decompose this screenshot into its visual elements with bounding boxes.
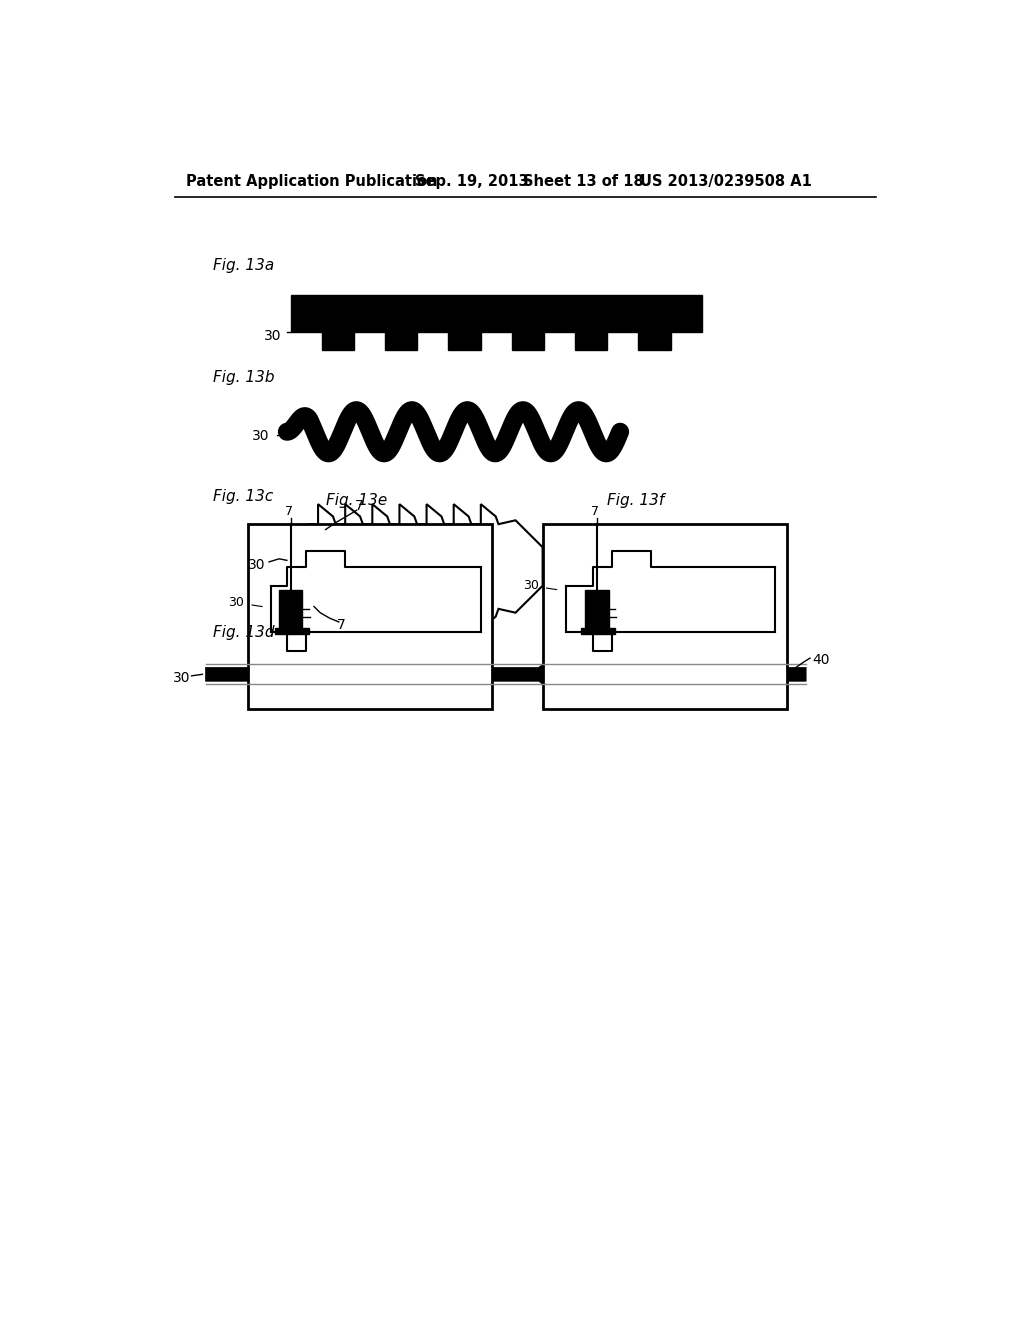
Bar [543, 524, 786, 709]
Text: 30: 30 [252, 429, 269, 442]
Text: 30: 30 [523, 579, 539, 593]
Polygon shape [574, 331, 607, 350]
Text: 7: 7 [337, 618, 346, 632]
Polygon shape [582, 628, 614, 635]
Text: Fig. 13a: Fig. 13a [213, 257, 274, 273]
Text: Sep. 19, 2013: Sep. 19, 2013 [415, 174, 528, 189]
Bar [248, 524, 493, 709]
Polygon shape [275, 628, 308, 635]
Polygon shape [512, 331, 544, 350]
Text: 7: 7 [355, 499, 364, 513]
Polygon shape [638, 331, 671, 350]
Text: 30: 30 [173, 671, 190, 685]
Text: Sheet 13 of 18: Sheet 13 of 18 [523, 174, 644, 189]
Text: 30: 30 [228, 597, 245, 610]
Polygon shape [385, 331, 418, 350]
Text: Fig. 13d: Fig. 13d [213, 626, 274, 640]
Text: 7: 7 [285, 506, 293, 519]
Polygon shape [280, 590, 302, 628]
Bar [291, 294, 701, 331]
Text: Fig. 13b: Fig. 13b [213, 370, 274, 384]
Polygon shape [449, 331, 480, 350]
Text: Fig. 13f: Fig. 13f [607, 492, 665, 508]
Text: 40: 40 [812, 653, 829, 668]
Text: Fig. 13e: Fig. 13e [326, 492, 387, 508]
Text: Patent Application Publication: Patent Application Publication [186, 174, 437, 189]
Text: Fig. 13c: Fig. 13c [213, 488, 273, 504]
Polygon shape [586, 590, 608, 628]
Text: 30: 30 [248, 558, 265, 572]
Text: US 2013/0239508 A1: US 2013/0239508 A1 [640, 174, 811, 189]
Text: 30: 30 [263, 329, 282, 342]
Text: 7: 7 [591, 506, 599, 519]
Polygon shape [206, 656, 806, 692]
Polygon shape [322, 331, 354, 350]
